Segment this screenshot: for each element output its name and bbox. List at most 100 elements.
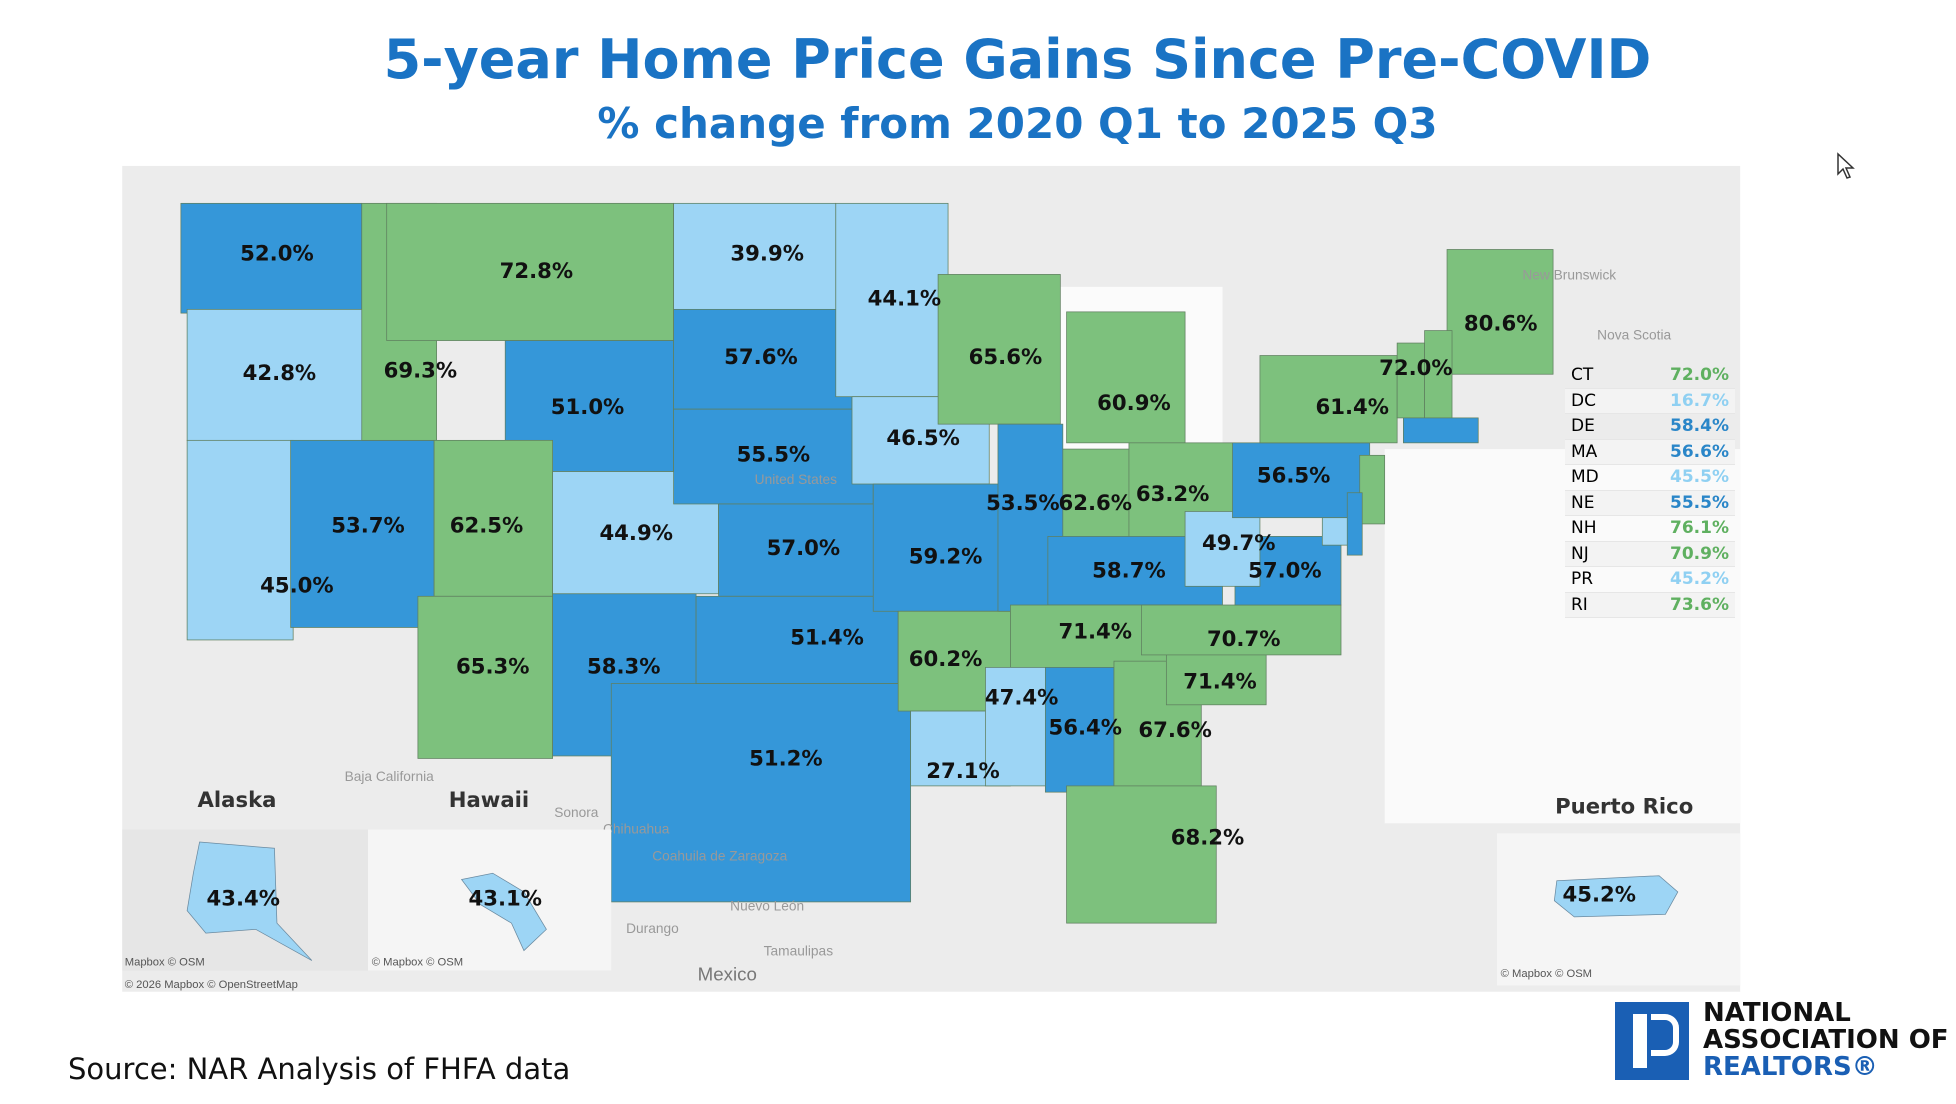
state-DE	[1346, 492, 1363, 556]
geo-label: Chihuahua	[603, 821, 670, 836]
state-MA	[1403, 417, 1479, 444]
mouse-cursor-icon	[1837, 152, 1855, 179]
value-label-AL: 56.4%	[1049, 715, 1123, 740]
value-label-WI: 65.6%	[969, 344, 1043, 369]
state-UT	[433, 439, 553, 597]
state-WA	[180, 202, 363, 314]
legend-value: 73.6%	[1670, 594, 1729, 615]
legend-value: 58.4%	[1670, 416, 1729, 436]
legend-value: 72.0%	[1670, 365, 1729, 385]
alaska-title: Alaska	[198, 787, 277, 812]
value-label-ND: 39.9%	[730, 240, 804, 265]
logo-line-3: REALTORS®	[1703, 1052, 1878, 1082]
value-label-OR: 42.8%	[243, 360, 317, 385]
legend-value: 56.6%	[1670, 441, 1729, 462]
state-KS	[718, 503, 894, 597]
value-label-IL: 53.5%	[986, 490, 1060, 515]
value-label-WY: 51.0%	[551, 394, 625, 419]
value-label-NV: 53.7%	[331, 512, 405, 537]
legend-state-code: PR	[1571, 569, 1594, 589]
state-AK	[186, 841, 313, 961]
state-MS	[985, 667, 1049, 787]
legend-value: 70.9%	[1670, 543, 1729, 564]
value-label-NM: 58.3%	[587, 653, 661, 678]
realtor-r-icon	[1615, 1001, 1689, 1080]
legend-row: MD 45.5%	[1565, 465, 1735, 491]
map-credit: © 2026 Mapbox © OpenStreetMap	[125, 979, 298, 991]
value-label-NC: 70.7%	[1207, 626, 1281, 651]
alaska-credit: Mapbox © OSM	[125, 957, 205, 969]
state-MI	[1066, 311, 1186, 444]
legend-value: 55.5%	[1670, 492, 1729, 513]
geo-label: New Brunswick	[1522, 267, 1616, 282]
page-subtitle: % change from 2020 Q1 to 2025 Q3	[597, 99, 1438, 148]
puerto-rico-title: Puerto Rico	[1555, 793, 1693, 818]
legend-state-code: DE	[1571, 416, 1595, 436]
state-MT	[386, 202, 674, 341]
legend-state-code: MA	[1571, 441, 1598, 462]
state-CA	[186, 439, 294, 641]
state-NY	[1259, 355, 1398, 444]
geo-label: Tamaulipas	[764, 944, 834, 959]
legend-row: MA 56.6%	[1565, 439, 1735, 465]
value-label-KY: 58.7%	[1092, 557, 1166, 582]
value-label-AK: 43.4%	[206, 885, 280, 910]
value-label-PR: 45.2%	[1562, 882, 1636, 907]
small-states-legend: CT 72.0% DC 16.7% DE 58.4% MA 56.6% MD 45.5% NE 55.…	[1565, 363, 1735, 618]
legend-state-code: NJ	[1571, 543, 1589, 564]
value-label-KS: 57.0%	[767, 535, 841, 560]
legend-row: CT 72.0%	[1565, 363, 1735, 389]
legend-value: 45.2%	[1670, 569, 1729, 589]
page-title: 5-year Home Price Gains Since Pre-COVID	[383, 28, 1652, 91]
legend-state-code: CT	[1571, 365, 1594, 385]
state-FL	[1066, 785, 1217, 924]
geo-label: Durango	[626, 921, 679, 936]
geo-label: Sonora	[554, 805, 599, 820]
legend-row: NH 76.1%	[1565, 516, 1735, 542]
value-label-FL: 68.2%	[1171, 824, 1245, 849]
state-SD	[673, 308, 853, 410]
value-label-IA: 46.5%	[886, 425, 960, 450]
state-NC	[1141, 604, 1342, 656]
state-HI	[460, 872, 547, 952]
legend-row: RI 73.6%	[1565, 592, 1735, 618]
value-label-OK: 51.4%	[790, 625, 864, 650]
value-label-UT: 62.5%	[450, 512, 524, 537]
value-label-SD: 57.6%	[724, 344, 798, 369]
legend-row: PR 45.2%	[1565, 567, 1735, 593]
state-NJ	[1359, 454, 1386, 525]
value-label-GA: 67.6%	[1138, 717, 1212, 742]
state-NE	[673, 408, 874, 505]
value-label-CA: 45.0%	[260, 572, 334, 597]
value-label-MS: 47.4%	[985, 685, 1059, 710]
legend-value: 45.5%	[1670, 467, 1729, 487]
legend-value: 16.7%	[1670, 390, 1729, 411]
value-label-MI: 60.9%	[1097, 390, 1171, 415]
value-label-NY: 61.4%	[1315, 394, 1389, 419]
value-label-IN: 62.6%	[1059, 490, 1133, 515]
geo-label: Mexico	[698, 963, 757, 984]
puerto-rico-credit: © Mapbox © OSM	[1501, 968, 1592, 980]
state-NV	[290, 439, 435, 628]
legend-row: NJ 70.9%	[1565, 541, 1735, 567]
geo-label: Nova Scotia	[1597, 327, 1671, 342]
legend-row: DE 58.4%	[1565, 414, 1735, 440]
state-TX	[610, 683, 912, 903]
state-AZ	[417, 595, 553, 759]
value-label-TN: 71.4%	[1059, 618, 1133, 643]
hawaii-credit: © Mapbox © OSM	[372, 957, 463, 969]
source-note: Source: NAR Analysis of FHFA data	[68, 1052, 571, 1086]
legend-state-code: MD	[1571, 467, 1599, 487]
state-PA	[1232, 442, 1371, 519]
legend-state-code: DC	[1571, 390, 1596, 411]
value-label-NE: 55.5%	[737, 441, 811, 466]
state-MN	[835, 202, 949, 398]
legend-state-code: NE	[1571, 492, 1595, 513]
value-label-VA: 57.0%	[1248, 557, 1322, 582]
state-WI	[937, 274, 1061, 425]
value-label-MN: 44.1%	[868, 285, 942, 310]
state-ME	[1446, 249, 1554, 375]
legend-value: 76.1%	[1670, 518, 1729, 538]
value-label-MT: 72.8%	[500, 258, 574, 283]
nar-logo: NATIONAL ASSOCIATION OF REALTORS®	[1615, 1000, 1949, 1081]
